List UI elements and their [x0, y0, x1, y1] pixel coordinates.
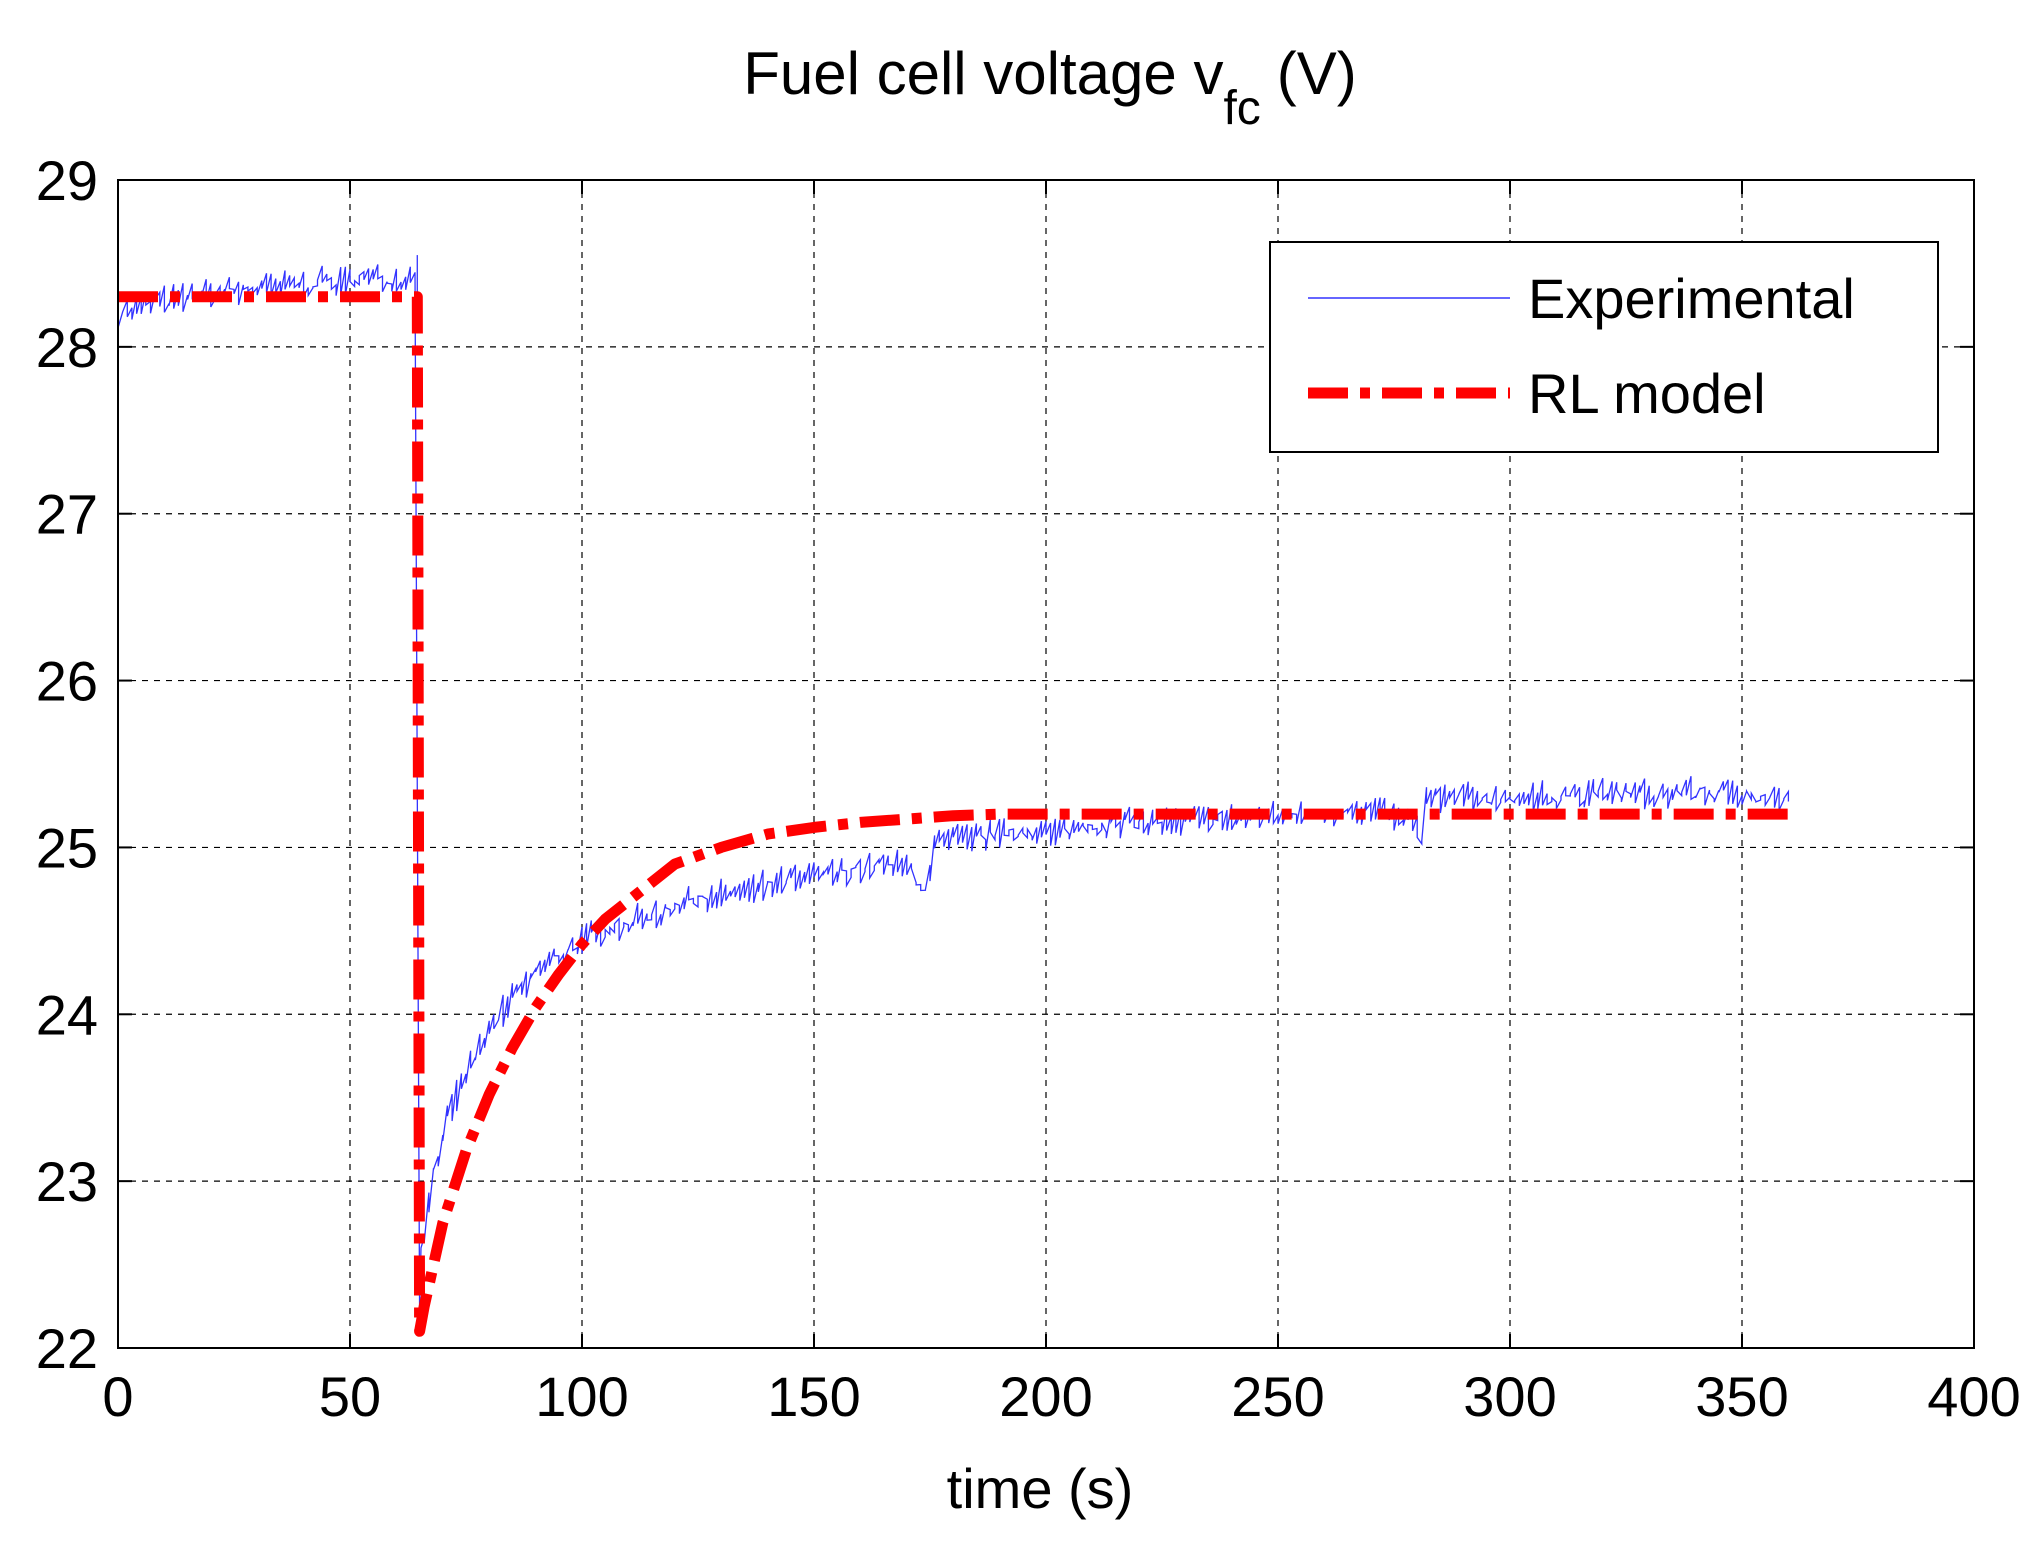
x-tick-label: 350 — [1695, 1365, 1788, 1428]
x-tick-labels: 0 50 100 150 200 250 300 350 400 — [102, 1365, 2020, 1428]
x-tick-label: 0 — [102, 1365, 133, 1428]
legend-box — [1269, 241, 1939, 453]
chart-title-subscript: fc — [1223, 82, 1260, 135]
y-tick-label: 25 — [36, 816, 98, 879]
x-tick-label: 300 — [1463, 1365, 1556, 1428]
x-tick-label: 150 — [767, 1365, 860, 1428]
x-tick-label: 50 — [319, 1365, 381, 1428]
y-tick-labels: 22 23 24 25 26 27 28 29 — [36, 149, 98, 1380]
chart-title-main: Fuel cell voltage v — [743, 40, 1223, 107]
x-tick-label: 100 — [535, 1365, 628, 1428]
y-tick-label: 27 — [36, 483, 98, 546]
plot-frame — [117, 179, 1975, 1349]
x-tick-label: 400 — [1927, 1365, 2020, 1428]
y-tick-label: 29 — [36, 149, 98, 212]
y-tick-label: 23 — [36, 1150, 98, 1213]
series-layer — [118, 255, 1790, 1337]
series-experimental-line — [118, 264, 1790, 1315]
y-tick-label: 24 — [36, 983, 98, 1046]
y-tick-label: 22 — [36, 1317, 98, 1380]
legend-label-experimental: Experimental — [1528, 267, 1855, 330]
grid-lines — [118, 180, 1974, 1348]
series-rl-model-line — [118, 291, 1789, 1337]
x-tick-label: 200 — [999, 1365, 1092, 1428]
x-tick-label: 250 — [1231, 1365, 1324, 1428]
y-tick-label: 26 — [36, 650, 98, 713]
chart-title: Fuel cell voltage vfc (V) — [743, 40, 1357, 135]
y-tick-label: 28 — [36, 316, 98, 379]
chart-title-unit: (V) — [1277, 40, 1357, 107]
legend-label-rl-model: RL model — [1528, 362, 1766, 425]
legend: Experimental RL model — [1269, 241, 1939, 453]
x-axis-label: time (s) — [947, 1457, 1134, 1520]
